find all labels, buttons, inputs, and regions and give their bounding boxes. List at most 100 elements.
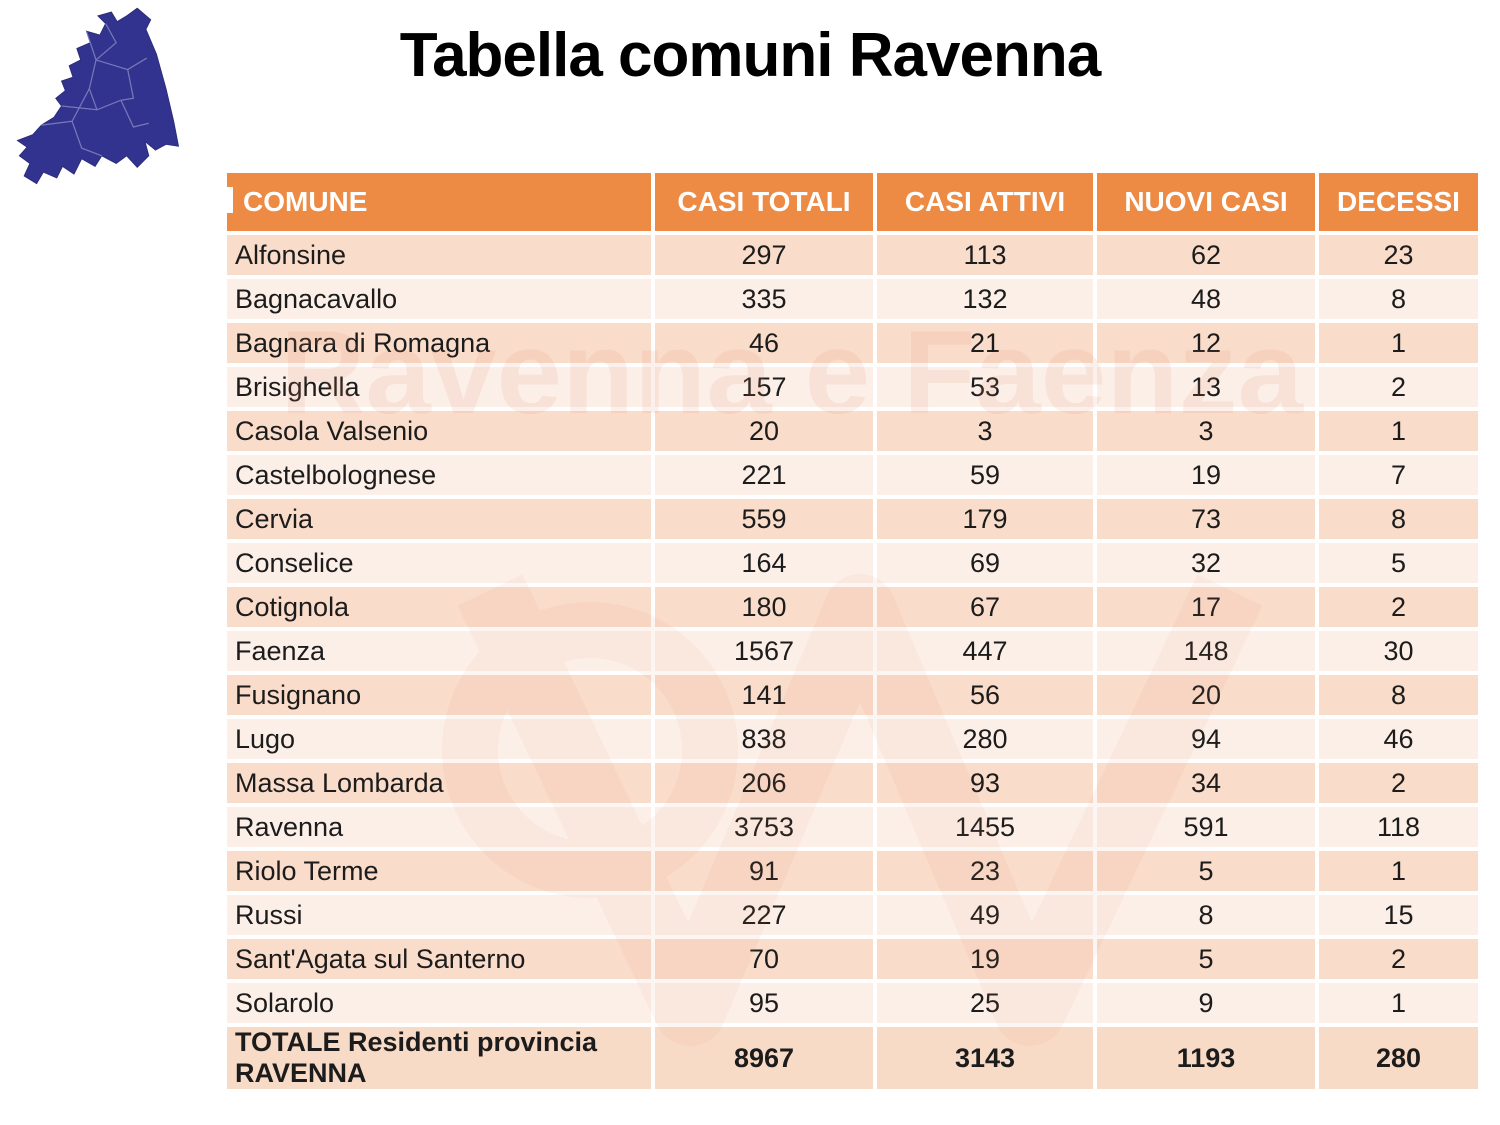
total-casi-attivi: 3143 bbox=[877, 1027, 1093, 1089]
value-cell: 3 bbox=[1097, 411, 1315, 451]
table-row: Fusignano 141 56 20 8 bbox=[227, 675, 1478, 715]
value-cell: 15 bbox=[1319, 895, 1478, 935]
value-cell: 69 bbox=[877, 543, 1093, 583]
table-row: Cotignola 180 67 17 2 bbox=[227, 587, 1478, 627]
comuni-table: COMUNE CASI TOTALI CASI ATTIVI NUOVI CAS… bbox=[223, 169, 1482, 1093]
value-cell: 8 bbox=[1319, 499, 1478, 539]
value-cell: 17 bbox=[1097, 587, 1315, 627]
comune-cell: Cotignola bbox=[227, 587, 651, 627]
value-cell: 34 bbox=[1097, 763, 1315, 803]
table-row: Conselice 164 69 32 5 bbox=[227, 543, 1478, 583]
column-header-nuovi-casi: NUOVI CASI bbox=[1097, 173, 1315, 231]
header-notch-decoration bbox=[220, 187, 233, 213]
value-cell: 56 bbox=[877, 675, 1093, 715]
value-cell: 164 bbox=[655, 543, 873, 583]
total-nuovi-casi: 1193 bbox=[1097, 1027, 1315, 1089]
value-cell: 7 bbox=[1319, 455, 1478, 495]
value-cell: 20 bbox=[655, 411, 873, 451]
value-cell: 8 bbox=[1319, 279, 1478, 319]
comune-cell: Cervia bbox=[227, 499, 651, 539]
table-row: Russi 227 49 8 15 bbox=[227, 895, 1478, 935]
value-cell: 838 bbox=[655, 719, 873, 759]
value-cell: 20 bbox=[1097, 675, 1315, 715]
value-cell: 32 bbox=[1097, 543, 1315, 583]
value-cell: 1 bbox=[1319, 411, 1478, 451]
value-cell: 2 bbox=[1319, 939, 1478, 979]
value-cell: 132 bbox=[877, 279, 1093, 319]
value-cell: 70 bbox=[655, 939, 873, 979]
value-cell: 280 bbox=[877, 719, 1093, 759]
comune-cell: Bagnara di Romagna bbox=[227, 323, 651, 363]
page-title: Tabella comuni Ravenna bbox=[399, 21, 1101, 90]
comune-cell: Sant'Agata sul Santerno bbox=[227, 939, 651, 979]
value-cell: 46 bbox=[1319, 719, 1478, 759]
value-cell: 335 bbox=[655, 279, 873, 319]
total-decessi: 280 bbox=[1319, 1027, 1478, 1089]
province-map-svg bbox=[16, 7, 180, 185]
column-header-decessi: DECESSI bbox=[1319, 173, 1478, 231]
table-row: Cervia 559 179 73 8 bbox=[227, 499, 1478, 539]
table-row: Alfonsine 297 113 62 23 bbox=[227, 235, 1478, 275]
table-body: Alfonsine 297 113 62 23 Bagnacavallo 335 132 48 8… bbox=[227, 235, 1478, 1023]
table-row: Bagnara di Romagna 46 21 12 1 bbox=[227, 323, 1478, 363]
value-cell: 25 bbox=[877, 983, 1093, 1023]
value-cell: 13 bbox=[1097, 367, 1315, 407]
table-row: Lugo 838 280 94 46 bbox=[227, 719, 1478, 759]
value-cell: 53 bbox=[877, 367, 1093, 407]
value-cell: 9 bbox=[1097, 983, 1315, 1023]
total-casi-totali: 8967 bbox=[655, 1027, 873, 1089]
value-cell: 73 bbox=[1097, 499, 1315, 539]
column-header-comune: COMUNE bbox=[227, 173, 651, 231]
column-header-casi-attivi: CASI ATTIVI bbox=[877, 173, 1093, 231]
value-cell: 62 bbox=[1097, 235, 1315, 275]
value-cell: 2 bbox=[1319, 587, 1478, 627]
value-cell: 227 bbox=[655, 895, 873, 935]
table-row: Sant'Agata sul Santerno 70 19 5 2 bbox=[227, 939, 1478, 979]
value-cell: 141 bbox=[655, 675, 873, 715]
comune-cell: Fusignano bbox=[227, 675, 651, 715]
value-cell: 118 bbox=[1319, 807, 1478, 847]
value-cell: 5 bbox=[1319, 543, 1478, 583]
value-cell: 5 bbox=[1097, 939, 1315, 979]
table-row: Bagnacavallo 335 132 48 8 bbox=[227, 279, 1478, 319]
table-row: Solarolo 95 25 9 1 bbox=[227, 983, 1478, 1023]
value-cell: 221 bbox=[655, 455, 873, 495]
table-row: Brisighella 157 53 13 2 bbox=[227, 367, 1478, 407]
value-cell: 94 bbox=[1097, 719, 1315, 759]
value-cell: 30 bbox=[1319, 631, 1478, 671]
value-cell: 1567 bbox=[655, 631, 873, 671]
column-header-casi-totali: CASI TOTALI bbox=[655, 173, 873, 231]
value-cell: 157 bbox=[655, 367, 873, 407]
value-cell: 3 bbox=[877, 411, 1093, 451]
value-cell: 559 bbox=[655, 499, 873, 539]
comune-cell: Ravenna bbox=[227, 807, 651, 847]
table-row: Castelbolognese 221 59 19 7 bbox=[227, 455, 1478, 495]
value-cell: 447 bbox=[877, 631, 1093, 671]
value-cell: 1 bbox=[1319, 983, 1478, 1023]
value-cell: 19 bbox=[877, 939, 1093, 979]
value-cell: 91 bbox=[655, 851, 873, 891]
value-cell: 2 bbox=[1319, 367, 1478, 407]
comune-borders bbox=[41, 23, 149, 157]
value-cell: 23 bbox=[877, 851, 1093, 891]
comuni-table-container: COMUNE CASI TOTALI CASI ATTIVI NUOVI CAS… bbox=[223, 169, 1482, 1093]
value-cell: 297 bbox=[655, 235, 873, 275]
table-row: Faenza 1567 447 148 30 bbox=[227, 631, 1478, 671]
value-cell: 180 bbox=[655, 587, 873, 627]
value-cell: 206 bbox=[655, 763, 873, 803]
comune-cell: Alfonsine bbox=[227, 235, 651, 275]
comune-cell: Brisighella bbox=[227, 367, 651, 407]
table-row: Riolo Terme 91 23 5 1 bbox=[227, 851, 1478, 891]
value-cell: 5 bbox=[1097, 851, 1315, 891]
comune-cell: Lugo bbox=[227, 719, 651, 759]
header-row: COMUNE CASI TOTALI CASI ATTIVI NUOVI CAS… bbox=[227, 173, 1478, 231]
total-label: TOTALE Residenti provincia RAVENNA bbox=[227, 1027, 651, 1089]
value-cell: 2 bbox=[1319, 763, 1478, 803]
table-row: Casola Valsenio 20 3 3 1 bbox=[227, 411, 1478, 451]
comune-cell: Castelbolognese bbox=[227, 455, 651, 495]
value-cell: 48 bbox=[1097, 279, 1315, 319]
value-cell: 1 bbox=[1319, 323, 1478, 363]
value-cell: 1455 bbox=[877, 807, 1093, 847]
value-cell: 59 bbox=[877, 455, 1093, 495]
value-cell: 21 bbox=[877, 323, 1093, 363]
